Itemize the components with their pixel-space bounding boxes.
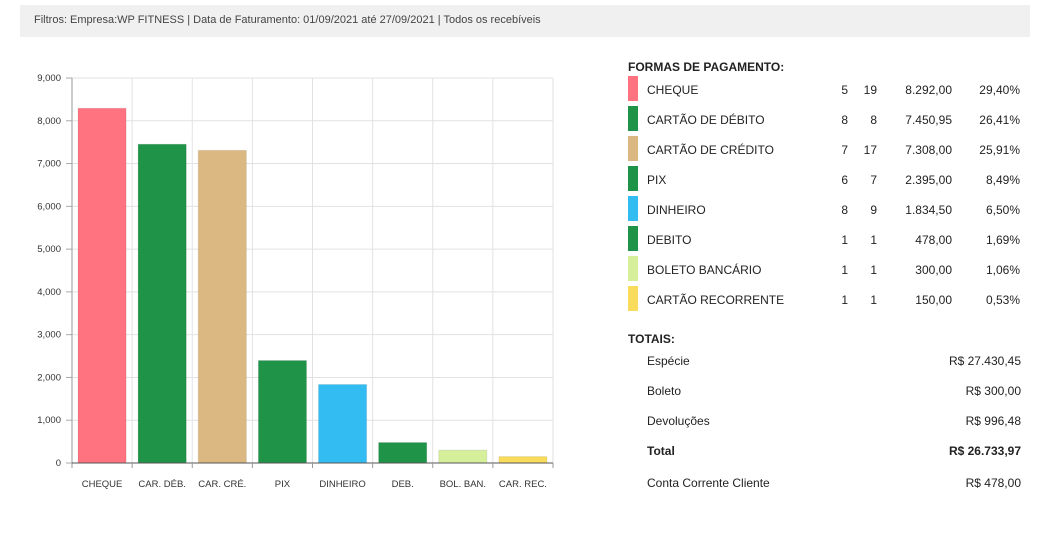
bar <box>438 449 488 464</box>
totals-title: TOTAIS: <box>628 332 675 346</box>
payment-bar-chart: 0 1,000 2,000 3,000 4,000 5,000 6,000 7,000 8,00… <box>37 73 554 490</box>
legend-row: CHEQUE 5 19 8.292,00 29,40% <box>628 74 1028 104</box>
legend-qty: 8 <box>841 113 848 127</box>
x-tick-label: CAR. DÉB. <box>138 479 186 490</box>
legend-name: CHEQUE <box>647 83 699 97</box>
legend-qty: 6 <box>841 173 848 187</box>
legend-value: 478,00 <box>915 233 952 247</box>
legend-pct: 26,41% <box>979 113 1020 127</box>
total-value: R$ 26.733,97 <box>948 444 1021 458</box>
legend-swatch <box>628 196 638 221</box>
legend-name: CARTÃO DE DÉBITO <box>647 113 765 127</box>
legend-count: 19 <box>863 83 877 97</box>
bar <box>318 384 368 464</box>
legend-pct: 6,50% <box>985 203 1020 217</box>
legend-count: 1 <box>870 293 877 307</box>
y-tick-label: 4,000 <box>37 287 61 298</box>
total-label: Total <box>647 444 675 458</box>
y-tick-label: 7,000 <box>37 159 61 170</box>
y-tick-label: 6,000 <box>37 201 61 212</box>
boleto-label: Boleto <box>647 384 682 398</box>
legend-count: 7 <box>870 173 877 187</box>
conta-corrente-value: R$ 478,00 <box>965 476 1021 490</box>
legend-swatch <box>628 256 638 281</box>
y-tick-label: 2,000 <box>37 372 61 383</box>
y-tick-label: 0 <box>56 458 61 469</box>
legend-name: DINHEIRO <box>647 203 706 217</box>
legend-count: 1 <box>870 233 877 247</box>
legend-value: 8.292,00 <box>905 83 952 97</box>
legend-value: 300,00 <box>915 263 952 277</box>
x-tick-label: DINHEIRO <box>319 479 365 490</box>
legend-qty: 5 <box>841 83 848 97</box>
boleto-value: R$ 300,00 <box>965 384 1021 398</box>
legend-name: DEBITO <box>647 233 692 247</box>
x-tick-label: CAR. CRÉ. <box>198 479 246 490</box>
legend-title: FORMAS DE PAGAMENTO: <box>628 60 785 74</box>
bar <box>137 143 187 464</box>
legend-qty: 8 <box>841 203 848 217</box>
legend-swatch <box>628 226 638 251</box>
legend-row: DINHEIRO 8 9 1.834,50 6,50% <box>628 194 1028 224</box>
legend-value: 2.395,00 <box>905 173 952 187</box>
legend-row: CARTÃO RECORRENTE 1 1 150,00 0,53% <box>628 284 1028 314</box>
legend-count: 17 <box>863 143 877 157</box>
legend-qty: 7 <box>841 143 848 157</box>
especie-label: Espécie <box>647 354 690 368</box>
bar <box>77 107 127 464</box>
legend-swatch <box>628 76 638 101</box>
legend-row: DEBITO 1 1 478,00 1,69% <box>628 224 1028 254</box>
legend-row: PIX 6 7 2.395,00 8,49% <box>628 164 1028 194</box>
x-tick-label: BOL. BAN. <box>440 479 486 490</box>
legend-value: 1.834,50 <box>905 203 952 217</box>
legend-swatch <box>628 286 638 311</box>
legend-count: 8 <box>870 113 877 127</box>
legend-qty: 1 <box>841 293 848 307</box>
legend-value: 150,00 <box>915 293 952 307</box>
legend-pct: 8,49% <box>985 173 1020 187</box>
legend-value: 7.450,95 <box>905 113 952 127</box>
especie-value: R$ 27.430,45 <box>948 354 1021 368</box>
legend-name: BOLETO BANCÁRIO <box>647 263 762 277</box>
legend-pct: 25,91% <box>979 143 1020 157</box>
x-tick-label: CHEQUE <box>82 479 123 490</box>
devolucoes-value: R$ 996,48 <box>965 414 1021 428</box>
legend-qty: 1 <box>841 233 848 247</box>
y-tick-label: 8,000 <box>37 116 61 127</box>
y-tick-label: 1,000 <box>37 415 61 426</box>
legend-pct: 29,40% <box>979 83 1020 97</box>
y-tick-label: 5,000 <box>37 244 61 255</box>
legend-pct: 0,53% <box>985 293 1020 307</box>
legend-qty: 1 <box>841 263 848 277</box>
bar <box>378 442 428 464</box>
y-tick-label: 3,000 <box>37 330 61 341</box>
legend-row: BOLETO BANCÁRIO 1 1 300,00 1,06% <box>628 254 1028 284</box>
legend-swatch <box>628 106 638 131</box>
legend-swatch <box>628 136 638 161</box>
filter-bar: Filtros: Empresa:WP FITNESS | Data de Fa… <box>20 5 1030 37</box>
filter-text: Filtros: Empresa:WP FITNESS | Data de Fa… <box>34 14 541 26</box>
legend-pct: 1,06% <box>985 263 1020 277</box>
x-tick-label: CAR. REC. <box>499 479 547 490</box>
payment-methods-legend: FORMAS DE PAGAMENTO: CHEQUE 5 19 8.292,00 29… <box>628 60 1028 314</box>
legend-name: PIX <box>647 173 667 187</box>
legend-count: 9 <box>870 203 877 217</box>
legend-rows: CHEQUE 5 19 8.292,00 29,40% CARTÃO DE DÉBITO 8… <box>628 74 1028 314</box>
bar <box>498 456 548 464</box>
legend-name: CARTÃO DE CRÉDITO <box>647 143 774 157</box>
legend-swatch <box>628 166 638 191</box>
y-tick-label: 9,000 <box>37 73 61 84</box>
devolucoes-label: Devoluções <box>647 414 710 428</box>
x-tick-label: PIX <box>275 479 291 490</box>
legend-name: CARTÃO RECORRENTE <box>647 293 785 307</box>
legend-count: 1 <box>870 263 877 277</box>
legend-row: CARTÃO DE DÉBITO 8 8 7.450,95 26,41% <box>628 104 1028 134</box>
bar <box>257 360 307 464</box>
legend-pct: 1,69% <box>985 233 1020 247</box>
x-tick-label: DEB. <box>392 479 414 490</box>
legend-value: 7.308,00 <box>905 143 952 157</box>
bar <box>197 149 247 464</box>
conta-corrente-label: Conta Corrente Cliente <box>647 476 770 490</box>
legend-row: CARTÃO DE CRÉDITO 7 17 7.308,00 25,91% <box>628 134 1028 164</box>
